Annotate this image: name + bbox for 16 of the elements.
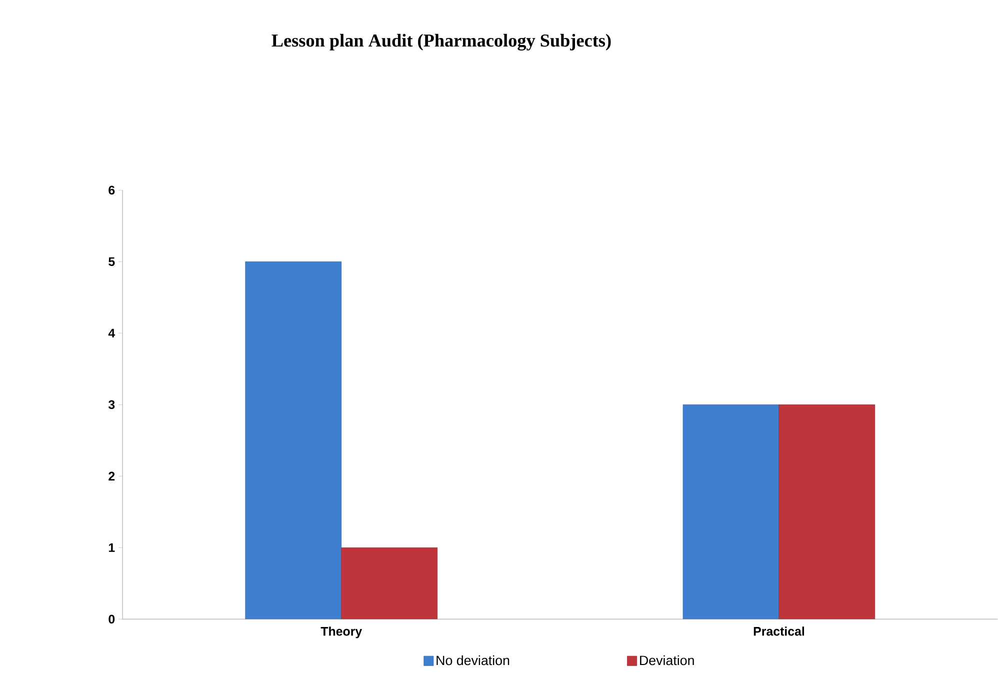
y-tick-label: 6 xyxy=(108,186,115,195)
chart-title: Lesson plan Audit (Pharmacology Subjects) xyxy=(272,34,611,51)
legend-label: No deviation xyxy=(436,656,510,666)
bar xyxy=(778,404,876,620)
bar xyxy=(682,404,780,620)
y-tick-label: 4 xyxy=(108,329,116,338)
y-tick-label: 2 xyxy=(108,472,115,481)
y-tick-label: 3 xyxy=(108,400,115,410)
y-tick-label: 5 xyxy=(108,258,115,266)
legend-label: Deviation xyxy=(640,656,694,666)
x-tick-label: Theory xyxy=(320,626,362,638)
y-tick-label: 1 xyxy=(108,544,115,552)
bar xyxy=(341,548,438,620)
x-tick-label: Practical xyxy=(754,626,804,636)
y-tick-label: 0 xyxy=(108,614,115,624)
bar xyxy=(245,262,342,620)
